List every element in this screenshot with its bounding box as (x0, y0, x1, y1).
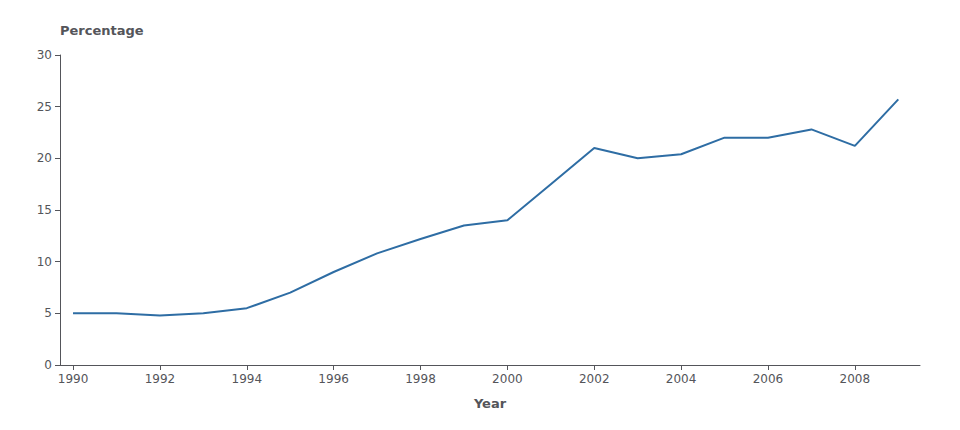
svg-text:1994: 1994 (231, 372, 262, 386)
svg-text:1992: 1992 (145, 372, 176, 386)
svg-text:10: 10 (37, 255, 52, 269)
svg-text:20: 20 (37, 151, 52, 165)
svg-text:2004: 2004 (666, 372, 697, 386)
svg-text:1996: 1996 (318, 372, 349, 386)
svg-text:2006: 2006 (753, 372, 784, 386)
svg-text:30: 30 (37, 48, 52, 62)
svg-text:Percentage: Percentage (60, 23, 144, 38)
svg-text:0: 0 (44, 358, 52, 372)
svg-text:2000: 2000 (492, 372, 523, 386)
svg-text:5: 5 (44, 306, 52, 320)
svg-text:25: 25 (37, 100, 52, 114)
svg-text:1998: 1998 (405, 372, 436, 386)
svg-text:2008: 2008 (840, 372, 871, 386)
svg-text:1990: 1990 (58, 372, 89, 386)
svg-text:Year: Year (473, 396, 507, 411)
svg-text:15: 15 (37, 203, 52, 217)
svg-text:2002: 2002 (579, 372, 610, 386)
